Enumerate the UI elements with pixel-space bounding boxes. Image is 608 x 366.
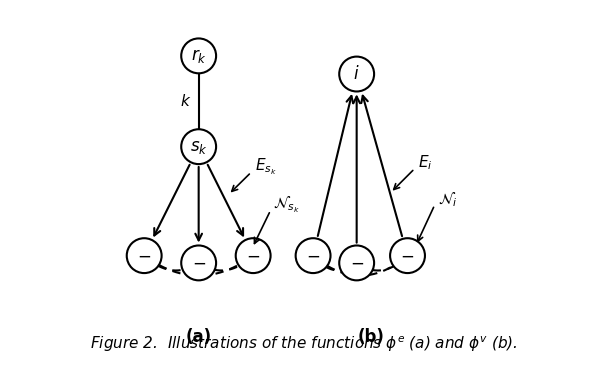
Text: $-$: $-$ [137,247,151,265]
Text: $-$: $-$ [350,254,364,272]
Text: $-$: $-$ [306,247,320,265]
Text: $k$: $k$ [181,93,192,109]
Text: $-$: $-$ [192,254,206,272]
Circle shape [295,238,331,273]
Circle shape [390,238,425,273]
Text: (a): (a) [185,328,212,347]
Text: $\mathcal{N}_i$: $\mathcal{N}_i$ [438,190,457,209]
Circle shape [181,129,216,164]
Text: Figure 2.  Illustrations of the functions $\phi^e$ (a) and $\phi^v$ (b).: Figure 2. Illustrations of the functions… [90,334,518,354]
Circle shape [181,38,216,73]
Circle shape [126,238,162,273]
Text: $E_{s_k}$: $E_{s_k}$ [255,156,277,177]
Text: $-$: $-$ [401,247,415,265]
Circle shape [236,238,271,273]
Text: $s_k$: $s_k$ [190,138,207,156]
Circle shape [339,57,374,92]
Text: $\mathcal{N}_{s_k}$: $\mathcal{N}_{s_k}$ [273,194,300,215]
Circle shape [339,246,374,280]
Text: $E_i$: $E_i$ [418,154,433,172]
Circle shape [181,246,216,280]
Text: $r_k$: $r_k$ [191,47,207,65]
Text: $-$: $-$ [246,247,260,265]
Text: (b): (b) [358,328,385,347]
Text: $i$: $i$ [353,65,360,83]
